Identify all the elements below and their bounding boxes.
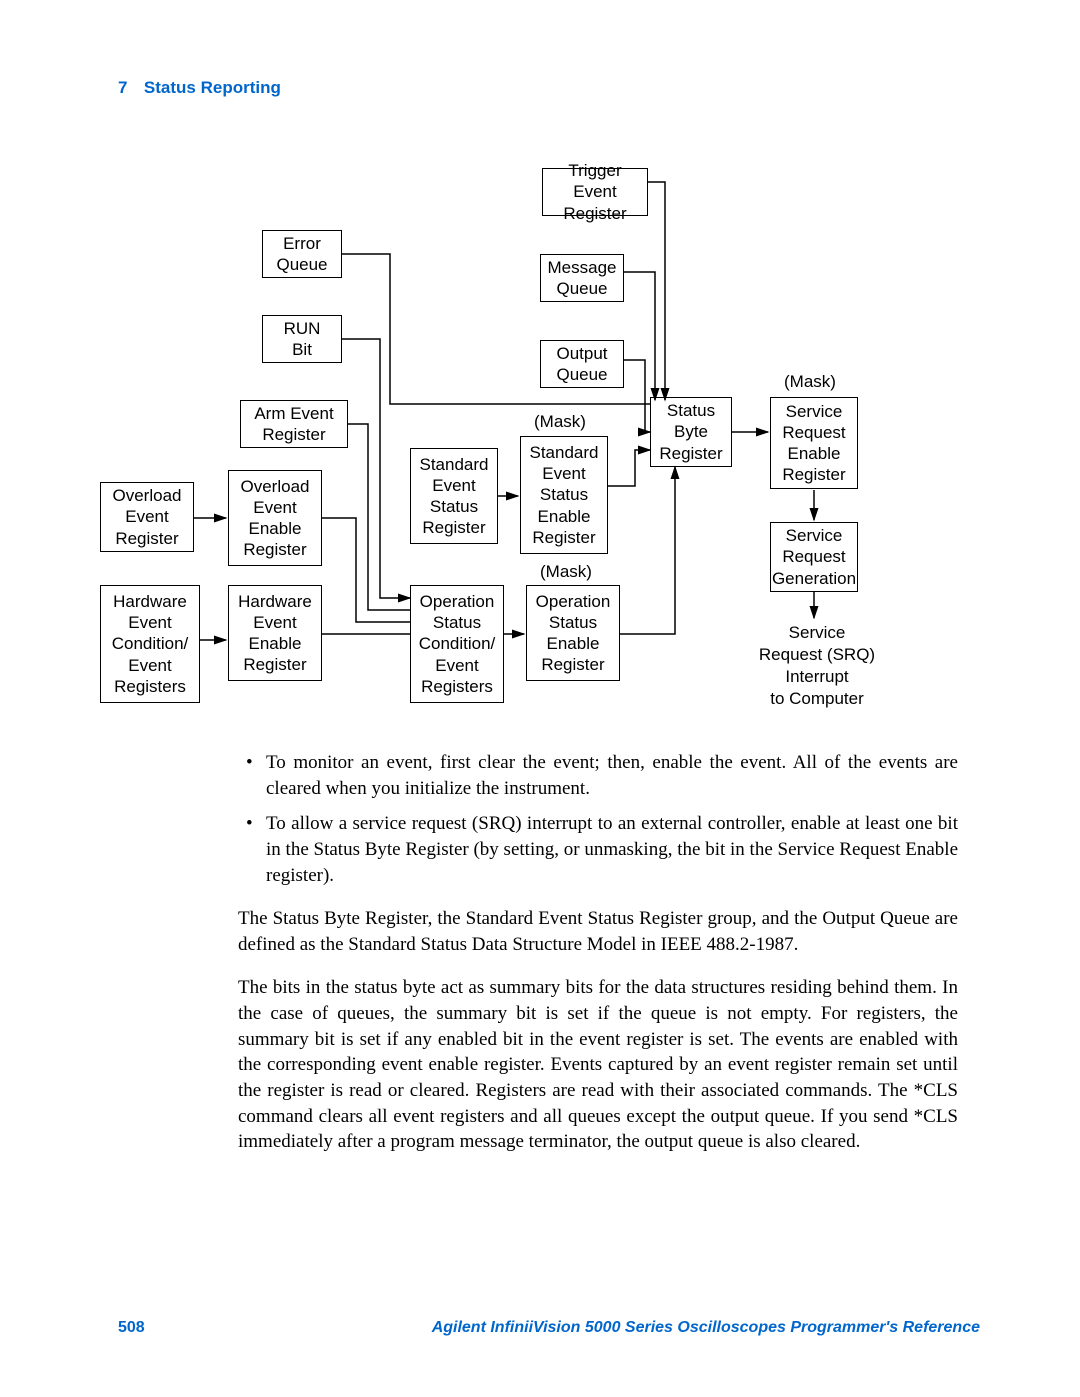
- box-trigger-event-register: Trigger Event Register: [542, 168, 648, 216]
- chapter-title: Status Reporting: [144, 78, 281, 97]
- box-hardware-event-enable-register: Hardware Event Enable Register: [228, 585, 322, 681]
- box-message-queue: Message Queue: [540, 254, 624, 302]
- paragraph: The bits in the status byte act as summa…: [238, 975, 958, 1154]
- box-standard-event-status-enable-register: Standard Event Status Enable Register: [520, 436, 608, 554]
- box-operation-status-condition-registers: Operation Status Condition/ Event Regist…: [410, 585, 504, 703]
- box-overload-event-register: Overload Event Register: [100, 482, 194, 552]
- page-header: 7 Status Reporting: [118, 78, 281, 98]
- page-number: 508: [118, 1319, 145, 1337]
- box-arm-event-register: Arm Event Register: [240, 400, 348, 448]
- box-error-queue: Error Queue: [262, 230, 342, 278]
- box-standard-event-status-register: Standard Event Status Register: [410, 448, 498, 544]
- box-run-bit: RUN Bit: [262, 315, 342, 363]
- box-output-queue: Output Queue: [540, 340, 624, 388]
- box-overload-event-enable-register: Overload Event Enable Register: [228, 470, 322, 566]
- mask-label-lower: (Mask): [540, 562, 592, 582]
- page-footer: 508 Agilent InfiniiVision 5000 Series Os…: [118, 1319, 980, 1337]
- mask-label-mid: (Mask): [534, 412, 586, 432]
- box-status-byte-register: Status Byte Register: [650, 397, 732, 467]
- chapter-number: 7: [118, 78, 127, 97]
- body-text: To monitor an event, first clear the eve…: [238, 750, 958, 1173]
- status-diagram: Trigger Event Register Error Queue Messa…: [90, 160, 1000, 740]
- paragraph: The Status Byte Register, the Standard E…: [238, 906, 958, 957]
- footer-title: Agilent InfiniiVision 5000 Series Oscill…: [432, 1319, 980, 1337]
- bullet-item: To monitor an event, first clear the eve…: [238, 750, 958, 801]
- box-service-request-enable-register: Service Request Enable Register: [770, 397, 858, 489]
- bullet-list: To monitor an event, first clear the eve…: [238, 750, 958, 888]
- box-operation-status-enable-register: Operation Status Enable Register: [526, 585, 620, 681]
- box-service-request-generation: Service Request Generation: [770, 522, 858, 592]
- srq-interrupt-label: Service Request (SRQ) Interrupt to Compu…: [752, 622, 882, 710]
- box-hardware-event-condition-registers: Hardware Event Condition/ Event Register…: [100, 585, 200, 703]
- mask-label-top-right: (Mask): [784, 372, 836, 392]
- bullet-item: To allow a service request (SRQ) interru…: [238, 811, 958, 888]
